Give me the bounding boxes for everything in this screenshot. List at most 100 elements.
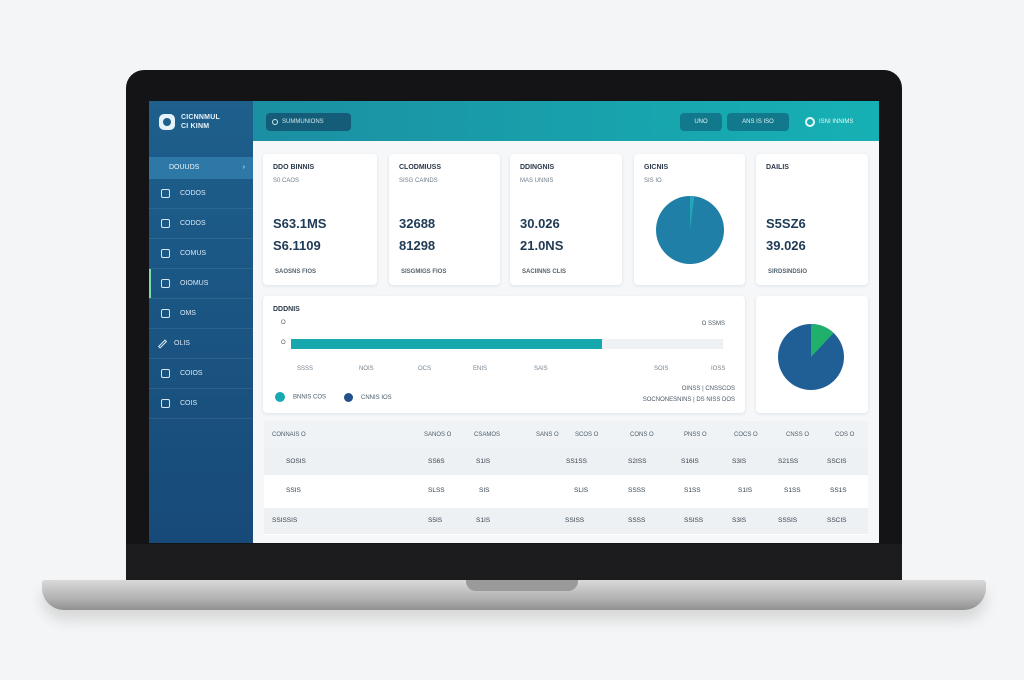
folder-icon (161, 309, 170, 318)
kpi-card-1[interactable]: CLODMIUSS SISG CAINDS 32688 81298 SISGMI… (389, 154, 500, 285)
table-cell: SS1SS (566, 458, 587, 465)
table-cell: SSCIS (827, 517, 847, 524)
axis-tick: SSSS (297, 366, 314, 372)
progress-card: DDDNIS O O O SSMS SSSS NOIS OCS ENIS SAI… (263, 296, 745, 413)
legend-swatch (275, 392, 285, 402)
pie-slice-accent (811, 324, 834, 357)
sidebar-item-7[interactable]: COIS (149, 389, 253, 419)
table-row[interactable]: SOSIS SS6S S1IS SS1SS S2ISS S16IS S3IS S… (264, 449, 868, 475)
kpi-card-4[interactable]: DAILIS S5SZ6 39.026 SIRDSINDSIO (756, 154, 868, 285)
table-header: CONNAIS O SANOS O CSAMOS SANS O SCOS O C… (264, 421, 868, 449)
sidebar-item-1[interactable]: CODOS (149, 209, 253, 239)
sidebar-item-2[interactable]: COMUS (149, 239, 253, 269)
laptop-notch (466, 580, 578, 591)
sidebar-item-label: COIS (180, 400, 198, 407)
brand[interactable]: CICNNMUL CI KINM (159, 113, 220, 131)
list-icon (161, 279, 170, 288)
card-subtitle: SISG CAINDS (399, 178, 438, 184)
dashboard-screen: CICNNMUL CI KINM DOUUDS › CODOS CODOS CO… (149, 101, 879, 543)
search-button[interactable]: SUMMUNIONS (266, 113, 351, 131)
search-label: SUMMUNIONS (282, 119, 324, 125)
main-content: SUMMUNIONS UNO ANS IS ISO ISNI INNIMS DD… (253, 101, 879, 543)
kpi-value-primary: S63.1MS (273, 216, 327, 231)
top-pill-1[interactable]: UNO (680, 113, 722, 131)
pie-chart-large (778, 324, 844, 390)
sidebar-item-label: COIOS (180, 370, 203, 377)
column-header[interactable]: COCS O (734, 432, 758, 438)
card-title: DDO BINNIS (273, 164, 315, 171)
legend-label: CNNIS IOS (361, 394, 392, 401)
legend-label: BNNIS COS (293, 394, 327, 401)
pie-card[interactable]: GICNIS SIS IO (634, 154, 745, 285)
kpi-card-0[interactable]: DDO BINNIS S0 CAOS S63.1MS S6.1109 SAOSN… (263, 154, 377, 285)
kpi-card-2[interactable]: DDINGNIS MAS UNNIS 30.026 21.0NS SACIINN… (510, 154, 622, 285)
progress-track (291, 339, 723, 349)
brand-line1: CICNNMUL (181, 114, 220, 121)
legend-swatch (344, 392, 354, 402)
column-header[interactable]: CONNAIS O (272, 432, 306, 438)
kpi-value-primary: 30.026 (520, 216, 560, 231)
column-header[interactable]: CSAMOS (474, 432, 501, 438)
legend-item-1[interactable]: CNNIS IOS (344, 392, 392, 402)
axis-tick: SOIS (654, 366, 669, 372)
column-header[interactable]: SANS O (536, 432, 559, 438)
pen-icon (157, 338, 168, 349)
pie-card-large[interactable] (756, 296, 868, 413)
chart-icon (161, 249, 170, 258)
sidebar-item-5[interactable]: OLIS (149, 329, 253, 359)
kpi-value-secondary: 81298 (399, 238, 436, 253)
pie-slice-accent (690, 196, 695, 230)
table-cell: SSSS (628, 517, 646, 524)
progress-fill (291, 339, 603, 349)
column-header[interactable]: SANOS O (424, 432, 452, 438)
card-title: DDDNIS (273, 306, 300, 313)
column-header[interactable]: PNSS O (684, 432, 707, 438)
legend-item-0[interactable]: BNNIS COS (275, 392, 326, 402)
column-header[interactable]: CONS O (630, 432, 654, 438)
table-cell: S3IS (732, 458, 747, 465)
top-bar: SUMMUNIONS UNO ANS IS ISO ISNI INNIMS (253, 101, 879, 141)
table-cell: SLIS (574, 487, 589, 494)
sidebar-item-0[interactable]: CODOS (149, 179, 253, 209)
data-table: CONNAIS O SANOS O CSAMOS SANS O SCOS O C… (264, 421, 868, 535)
top-pill-2[interactable]: ANS IS ISO (727, 113, 789, 131)
column-header[interactable]: COS O (835, 432, 855, 438)
sidebar-item-3[interactable]: OIOMUS (149, 269, 253, 299)
axis-tick: ENIS (473, 366, 488, 372)
file-icon (161, 219, 170, 228)
axis-tick: OCS (418, 366, 432, 372)
table-cell: SS6S (428, 458, 445, 465)
card-title: DDINGNIS (520, 164, 555, 171)
table-cell: SSCIS (827, 458, 847, 465)
column-header[interactable]: CNSS O (786, 432, 810, 438)
user-menu[interactable]: ISNI INNIMS (805, 113, 853, 131)
grid-icon (161, 189, 170, 198)
sidebar-nav: CODOS CODOS COMUS OIOMUS OMS OLIS COIOS … (149, 179, 253, 419)
card-title: DAILIS (766, 164, 789, 171)
sidebar-item-label: OIOMUS (180, 280, 209, 287)
axis-tick: IOSS (711, 366, 726, 372)
chevron-right-icon: › (242, 164, 245, 171)
table-cell: SSISSIS (272, 517, 298, 524)
card-subtitle: MAS UNNIS (520, 178, 554, 184)
table-cell: S21SS (778, 458, 799, 465)
kpi-footer: SISGMIGS FIOS (401, 269, 447, 275)
progress-left-marker: O (281, 340, 286, 346)
help-icon (161, 399, 170, 408)
card-title: CLODMIUSS (399, 164, 441, 171)
sidebar-item-label: COMUS (180, 250, 207, 257)
column-header[interactable]: SCOS O (575, 432, 599, 438)
pie-chart-small (656, 196, 724, 264)
table-row[interactable]: SSIS SLSS SIS SLIS SSSS S1SS S1IS S1SS S… (264, 478, 868, 504)
table-cell: SLSS (428, 487, 445, 494)
table-cell: SSSIS (778, 517, 798, 524)
table-row[interactable]: SSISSIS S5IS S1IS SSISS SSSS SSISS S3IS … (264, 508, 868, 534)
brand-logo-icon (159, 114, 175, 130)
laptop-bezel (126, 544, 902, 582)
sidebar-item-4[interactable]: OMS (149, 299, 253, 329)
user-icon (805, 117, 815, 127)
sidebar-section-header[interactable]: DOUUDS › (149, 157, 253, 179)
kpi-value-secondary: 21.0NS (520, 238, 564, 253)
sidebar-item-6[interactable]: COIOS (149, 359, 253, 389)
table-cell: SIS (479, 487, 490, 494)
